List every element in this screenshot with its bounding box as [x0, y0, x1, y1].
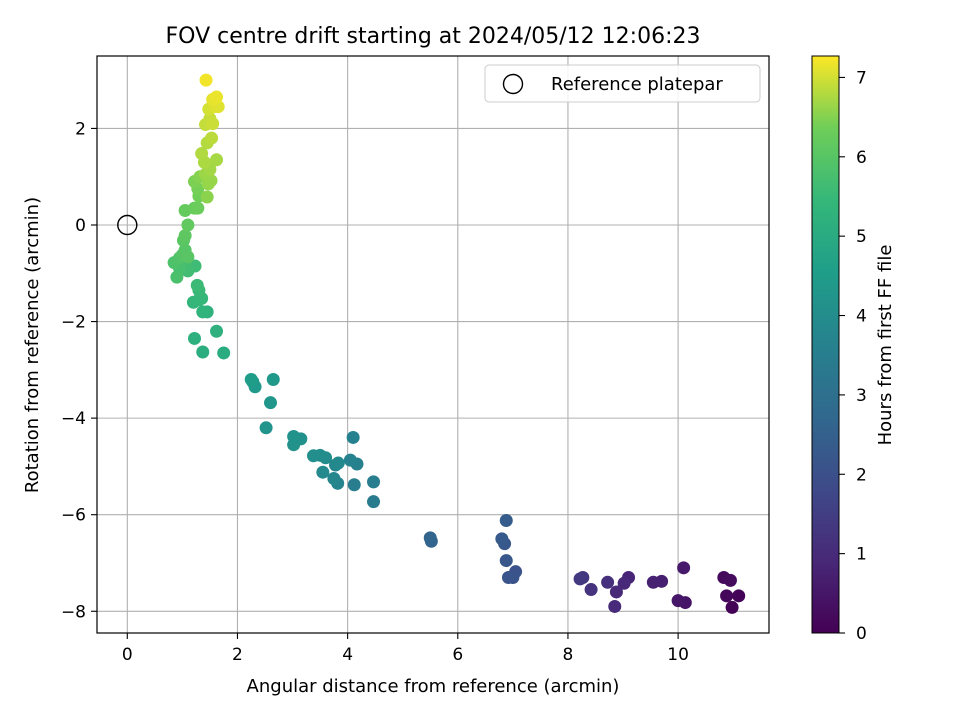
scatter-point	[423, 531, 437, 545]
legend: Reference platepar	[484, 64, 761, 103]
scatter-point	[720, 589, 734, 603]
scatter-point	[205, 131, 219, 145]
scatter-point	[347, 478, 361, 492]
scatter-point	[206, 117, 220, 131]
scatter-point	[723, 573, 737, 587]
scatter-point	[199, 73, 213, 87]
scatter-point	[259, 421, 273, 435]
scatter-point	[181, 218, 195, 232]
colorbar-tick-label: 4	[856, 307, 867, 327]
scatter-point	[367, 475, 381, 489]
colorbar-tick-label: 2	[856, 465, 867, 485]
scatter-point	[264, 396, 278, 410]
gridlines	[97, 56, 769, 633]
scatter-point	[608, 599, 622, 613]
scatter-point	[316, 465, 330, 479]
scatter-point	[196, 345, 210, 359]
scatter-point	[210, 153, 224, 167]
scatter-point	[601, 575, 615, 589]
x-axis-label: Angular distance from reference (arcmin)	[247, 676, 620, 697]
colorbar-tick-label: 1	[856, 545, 867, 565]
x-tick-label: 2	[232, 645, 243, 665]
y-tick-label: −4	[61, 409, 86, 429]
scatter-point	[217, 346, 231, 360]
scatter-point	[331, 456, 345, 470]
y-tick-label: 0	[75, 216, 86, 236]
y-tick-label: −6	[61, 506, 86, 526]
scatter-point	[266, 373, 280, 387]
x-tick-label: 0	[122, 645, 133, 665]
scatter-point	[181, 250, 195, 264]
x-tick-label: 10	[667, 645, 689, 665]
scatter-point	[210, 324, 224, 338]
y-axis-label: Rotation from reference (arcmin)	[22, 197, 43, 493]
scatter-point	[196, 305, 210, 319]
legend-entry: Reference platepar	[551, 74, 723, 95]
scatter-point	[287, 429, 301, 443]
colorbar-tick-label: 0	[856, 624, 867, 644]
scatter-point	[178, 229, 192, 243]
x-tick-label: 6	[452, 645, 463, 665]
colorbar-label: Hours from first FF file	[875, 245, 896, 446]
scatter-point	[677, 561, 691, 575]
scatter-point	[584, 583, 598, 597]
scatter-points	[167, 73, 746, 614]
colorbar-tick-label: 7	[856, 68, 867, 88]
scatter-point	[609, 585, 623, 599]
scatter-point	[327, 471, 341, 485]
legend-box	[484, 64, 761, 103]
reference-layer	[117, 214, 138, 236]
colorbar-tick-label: 3	[856, 386, 867, 406]
scatter-point	[367, 495, 381, 509]
x-tick-label: 8	[563, 645, 574, 665]
plot-frame	[96, 55, 770, 634]
scatter-point	[244, 373, 258, 387]
scatter-point	[187, 331, 201, 345]
colorbar-tick-label: 5	[856, 227, 867, 247]
scatter-point	[573, 572, 587, 586]
colorbar-ticks: 0 1 2 3 4 5 6 7	[839, 68, 867, 644]
scatter-point	[346, 430, 360, 444]
scatter-point	[499, 554, 513, 568]
scatter-point	[195, 147, 209, 161]
chart-title: FOV centre drift starting at 2024/05/12 …	[166, 24, 701, 49]
scatter-point	[495, 532, 509, 546]
scatter-point	[646, 575, 660, 589]
scatter-point	[671, 594, 685, 608]
scatter-point	[306, 449, 320, 463]
reference-platepar-marker	[117, 214, 138, 236]
scatter-point	[200, 190, 214, 204]
x-tick-label: 4	[342, 645, 353, 665]
scatter-point	[190, 278, 204, 292]
scatter-point	[617, 576, 631, 590]
y-axis-ticks: −8 −6 −4 −2 0 2	[61, 119, 97, 622]
scatter-point	[501, 570, 515, 584]
x-axis-ticks: 0 2 4 6 8 10	[122, 633, 689, 665]
scatter-point	[191, 201, 205, 215]
scatter-point	[343, 453, 357, 467]
scatter-point	[499, 513, 513, 527]
y-tick-label: 2	[75, 119, 86, 139]
scatter-point	[725, 600, 739, 614]
y-tick-label: −8	[61, 602, 86, 622]
scatter-point	[210, 90, 224, 104]
colorbar-tick-label: 6	[856, 148, 867, 168]
y-tick-label: −2	[61, 313, 86, 333]
scatter-point	[732, 589, 746, 603]
colorbar	[811, 55, 840, 634]
legend-marker-icon	[502, 73, 524, 95]
scatter-point	[170, 270, 184, 284]
